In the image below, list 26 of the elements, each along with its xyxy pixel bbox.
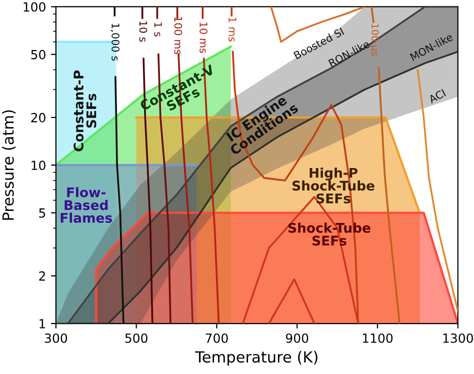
- annotation: Shock-Tube SEFs: [288, 222, 370, 246]
- x-tick-label: 300: [44, 333, 68, 343]
- x-tick-label: 900: [286, 333, 308, 343]
- x-tick-label: 1100: [362, 333, 393, 343]
- y-tick-label: 100: [24, 2, 46, 12]
- annotation: 100 ms: [174, 17, 182, 54]
- annotation: 100 μs: [370, 24, 379, 56]
- x-tick-label: 1300: [443, 333, 473, 343]
- annotation: 10 ms: [200, 22, 208, 53]
- annotation: 10 s: [139, 21, 148, 42]
- annotation: 1 ms: [228, 18, 236, 42]
- y-tick-label: 5: [39, 208, 46, 218]
- y-tick-label: 2: [39, 271, 45, 281]
- annotation: Constant-P SEFs: [74, 70, 96, 152]
- y-axis-title: Pressure (atm): [2, 110, 16, 220]
- x-tick-label: 500: [125, 333, 148, 343]
- y-tick-label: 50: [31, 50, 46, 60]
- annotation: 1 s: [154, 22, 162, 37]
- annotation: Flow- Based Flames: [60, 187, 112, 223]
- y-tick-label: 10: [32, 160, 46, 170]
- x-axis-title: Temperature (K): [195, 350, 318, 366]
- annotation: ACI: [428, 88, 446, 104]
- x-tick-label: 700: [206, 333, 228, 343]
- y-tick-label: 1: [40, 319, 46, 328]
- annotation: 1,000 s: [110, 24, 120, 61]
- y-tick-label: 20: [31, 112, 46, 122]
